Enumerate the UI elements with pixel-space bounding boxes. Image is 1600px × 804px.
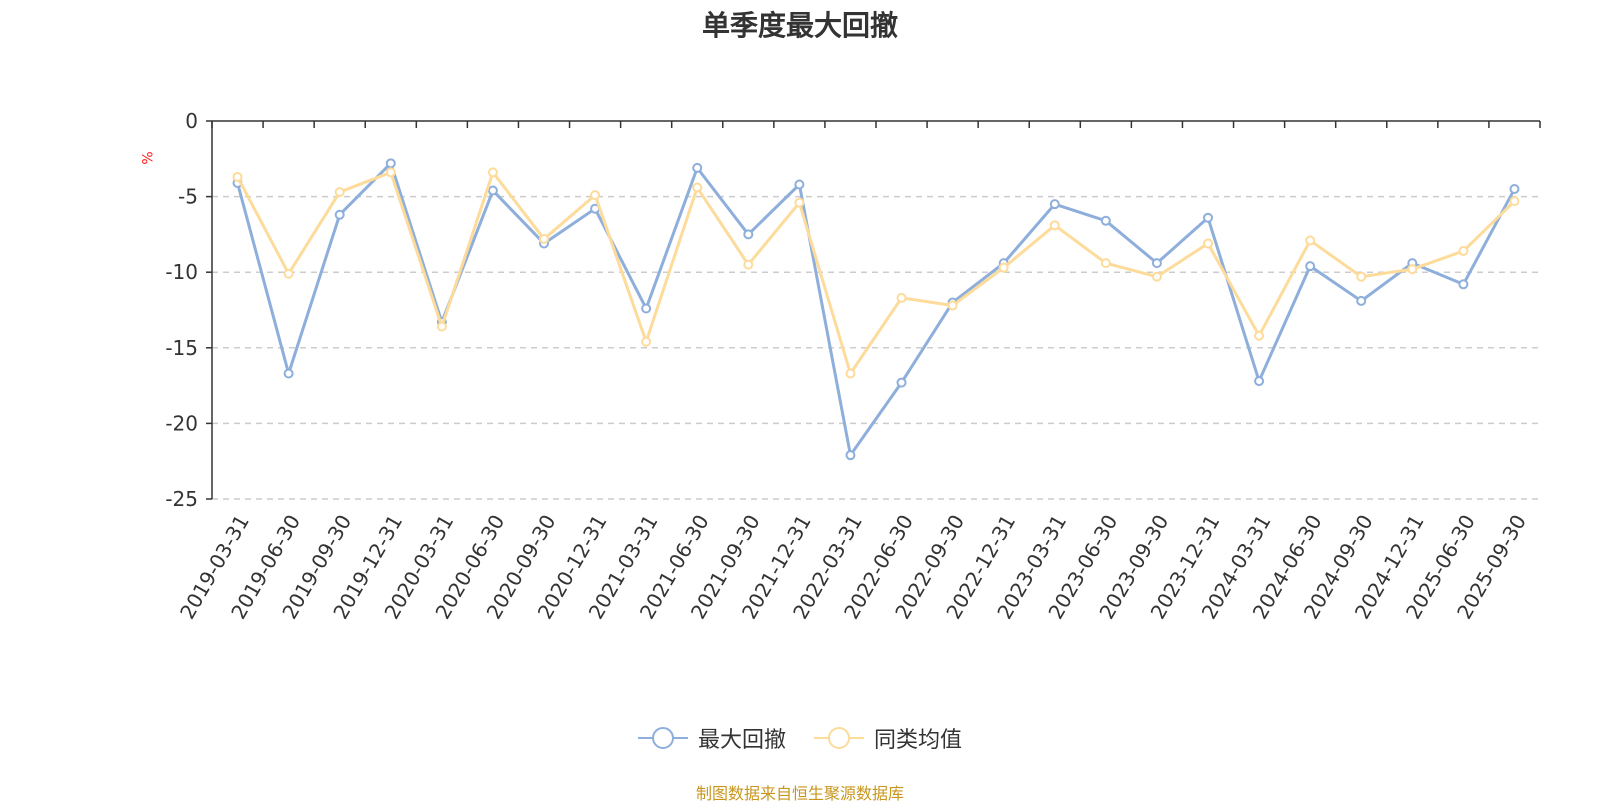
- data-point-series-0: [641, 303, 652, 314]
- data-point-series-0: [487, 185, 498, 196]
- data-point-series-0: [1151, 258, 1162, 269]
- legend-item-peer-average[interactable]: 同类均值: [814, 722, 962, 754]
- data-point-series-1: [1356, 271, 1367, 282]
- legend-item-max-drawdown[interactable]: 最大回撤: [637, 722, 786, 754]
- data-point-series-1: [334, 187, 345, 198]
- y-tick-label: 0: [185, 109, 198, 133]
- data-point-series-1: [1407, 264, 1418, 275]
- data-point-series-0: [896, 377, 907, 388]
- data-point-series-1: [436, 321, 447, 332]
- data-point-series-1: [1100, 258, 1111, 269]
- data-point-series-1: [1458, 246, 1469, 257]
- data-point-series-1: [539, 233, 549, 244]
- data-point-series-0: [283, 368, 294, 379]
- y-tick-label: -25: [165, 487, 198, 511]
- data-point-series-0: [334, 209, 345, 220]
- data-point-series-0: [1049, 199, 1060, 210]
- data-point-series-1: [385, 167, 396, 178]
- data-point-series-0: [1203, 212, 1213, 223]
- data-point-series-1: [487, 167, 498, 178]
- data-point-series-1: [1203, 238, 1213, 249]
- legend: 最大回撤 同类均值: [0, 722, 1600, 754]
- y-tick-label: -15: [165, 336, 198, 360]
- data-point-series-1: [641, 336, 652, 347]
- data-point-series-0: [743, 229, 754, 240]
- data-point-series-0: [1100, 215, 1111, 226]
- series-line-1: [236, 170, 1516, 376]
- data-point-series-1: [590, 190, 601, 201]
- data-source-note: 制图数据来自恒生聚源数据库: [695, 784, 904, 803]
- data-point-series-0: [385, 158, 396, 169]
- data-point-series-0: [692, 162, 703, 173]
- y-tick-label: -5: [178, 185, 198, 209]
- data-point-series-1: [743, 259, 754, 270]
- data-point-series-1: [845, 368, 856, 379]
- data-point-series-0: [1509, 184, 1520, 195]
- data-point-series-1: [692, 182, 703, 193]
- data-point-series-1: [1254, 330, 1265, 341]
- data-point-series-1: [1049, 220, 1060, 231]
- data-point-series-1: [283, 268, 294, 279]
- data-point-series-0: [794, 179, 805, 190]
- legend-label-max-drawdown: 最大回撤: [697, 728, 786, 753]
- series-line-0: [236, 161, 1516, 457]
- legend-swatch-blue-icon: [637, 727, 688, 749]
- data-point-series-0: [845, 450, 856, 461]
- data-point-series-1: [1305, 235, 1316, 246]
- chart-title: 单季度最大回撤: [701, 9, 898, 42]
- legend-swatch-yellow-icon: [814, 727, 864, 749]
- y-tick-label: -10: [165, 260, 198, 284]
- data-point-series-1: [998, 262, 1009, 273]
- data-point-series-1: [232, 171, 243, 182]
- data-point-series-0: [1356, 295, 1367, 306]
- data-point-series-0: [1458, 279, 1469, 290]
- data-point-series-1: [1509, 196, 1520, 207]
- y-tick-label: -20: [165, 411, 198, 435]
- data-point-series-0: [1305, 261, 1316, 272]
- data-point-series-1: [947, 300, 958, 311]
- data-point-series-1: [1151, 271, 1162, 282]
- data-point-series-0: [1254, 376, 1265, 387]
- data-point-series-1: [794, 197, 805, 208]
- data-point-series-1: [896, 292, 907, 303]
- legend-label-peer-average: 同类均值: [874, 728, 963, 753]
